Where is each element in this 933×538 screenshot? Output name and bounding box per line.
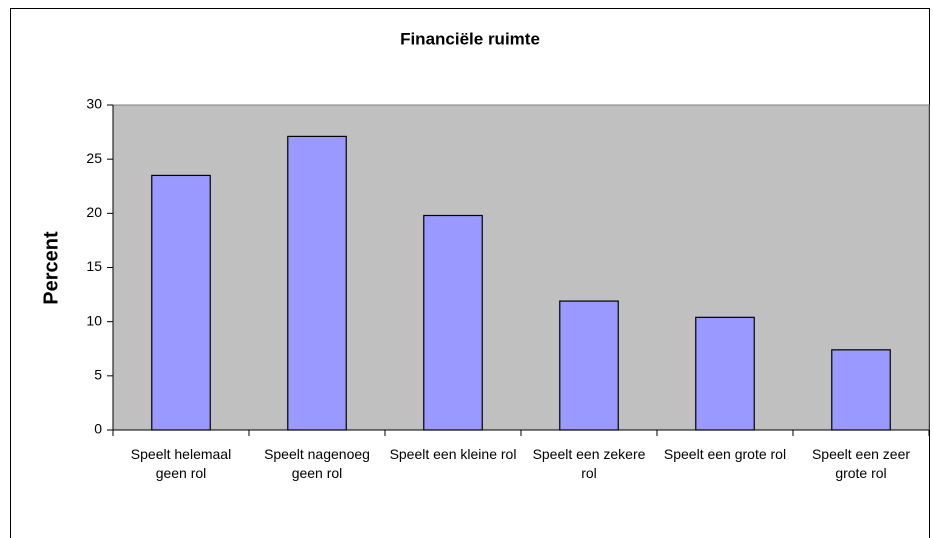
bar [559,300,619,431]
y-tick-label: 10 [86,312,102,328]
y-axis-label: Percent [40,231,62,305]
x-tick-label: Speelt een zekere rol [532,446,646,481]
x-tick-label: Speelt nagenoeg geen rol [264,446,370,481]
bar [695,316,755,431]
y-tick-label: 0 [94,421,102,437]
x-tick-label: Speelt een zeer grote rol [811,446,911,481]
bar [423,214,483,431]
bar [831,349,891,431]
y-tick-label: 25 [86,150,102,166]
y-tick-label: 30 [86,96,102,112]
x-tick-label: Speelt helemaal geen rol [130,446,232,481]
bar [287,135,347,431]
y-tick-label: 5 [94,367,102,383]
y-tick-label: 20 [86,204,102,220]
x-tick-label: Speelt een grote rol [663,446,787,462]
bar [151,174,211,431]
y-tick-label: 15 [86,258,102,274]
chart-title: Financiële ruimte [400,29,540,48]
plot-area [112,104,930,431]
x-tick-label: Speelt een kleine rol [389,446,517,462]
